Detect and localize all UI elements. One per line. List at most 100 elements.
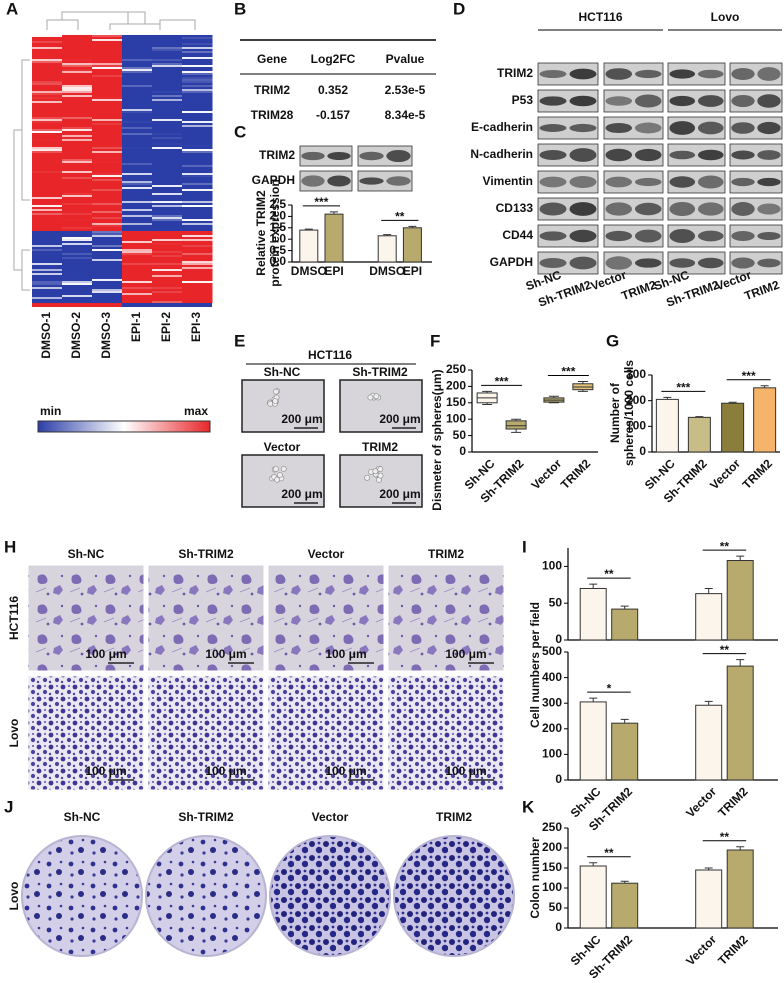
heatmap-cell bbox=[152, 209, 183, 212]
heatmap-cell bbox=[122, 231, 153, 234]
blot-row-label: P53 bbox=[512, 93, 534, 107]
heatmap-cell bbox=[62, 265, 93, 268]
column-label: Sh-TRIM2 bbox=[178, 810, 234, 824]
heatmap-cell bbox=[62, 193, 93, 196]
heatmap-cell bbox=[32, 215, 63, 218]
significance-label: *** bbox=[561, 365, 575, 379]
heatmap-cell bbox=[152, 197, 183, 200]
sample-label: DMSO-1 bbox=[39, 312, 53, 359]
bar bbox=[579, 701, 607, 781]
bar bbox=[695, 593, 723, 641]
heatmap-cell bbox=[122, 227, 153, 230]
heatmap-cell bbox=[182, 49, 213, 52]
blot-band bbox=[669, 150, 696, 160]
heatmap-cell bbox=[122, 133, 153, 136]
heatmap-cell bbox=[32, 283, 63, 286]
heatmap-cell bbox=[152, 175, 183, 178]
heatmap-cell bbox=[182, 71, 213, 74]
heatmap-cell bbox=[32, 137, 63, 140]
heatmap-cell bbox=[62, 291, 93, 294]
heatmap-cell bbox=[152, 277, 183, 280]
heatmap-cell bbox=[62, 117, 93, 120]
heatmap-cell bbox=[182, 129, 213, 132]
heatmap-cell bbox=[182, 261, 213, 264]
scale-bar-label: 100 μm bbox=[85, 764, 126, 778]
heatmap-cell bbox=[152, 255, 183, 258]
heatmap-cell bbox=[152, 269, 183, 272]
heatmap-cell bbox=[62, 51, 93, 54]
heatmap-cell bbox=[62, 87, 93, 90]
heatmap-cell bbox=[32, 71, 63, 74]
y-tick-label: 0 bbox=[555, 920, 562, 934]
heatmap-cell bbox=[62, 247, 93, 250]
y-tick-label: 2.0 bbox=[269, 209, 286, 223]
y-tick-label: 100 bbox=[542, 747, 562, 761]
heatmap-cell bbox=[152, 219, 183, 222]
heatmap-cell bbox=[62, 249, 93, 252]
heatmap-cell bbox=[182, 53, 213, 56]
sphere-cell bbox=[280, 465, 287, 472]
heatmap-cell bbox=[92, 35, 123, 38]
blot-row-label: GAPDH bbox=[252, 173, 295, 187]
blot-band bbox=[757, 94, 781, 108]
heatmap-cell bbox=[122, 119, 153, 122]
column-label: TRIM2 bbox=[428, 547, 464, 561]
heatmap-cell bbox=[152, 263, 183, 266]
heatmap-cell bbox=[182, 95, 213, 98]
heatmap-cell bbox=[62, 49, 93, 52]
heatmap-cell bbox=[92, 45, 123, 48]
heatmap-cell bbox=[122, 235, 153, 238]
heatmap-cell bbox=[182, 35, 213, 38]
heatmap-cell bbox=[152, 117, 183, 120]
heatmap-cell bbox=[152, 57, 183, 60]
blot-band bbox=[301, 151, 325, 161]
significance-label: ** bbox=[720, 539, 730, 553]
blot-band bbox=[731, 202, 755, 216]
heatmap-cell bbox=[122, 69, 153, 72]
heatmap-cell bbox=[32, 269, 63, 272]
heatmap-cell bbox=[122, 197, 153, 200]
heatmap-cell bbox=[122, 209, 153, 212]
heatmap-cell bbox=[152, 281, 183, 284]
error-bar bbox=[736, 555, 745, 561]
heatmap-cell bbox=[32, 121, 63, 124]
heatmap-cell bbox=[152, 147, 183, 150]
panel-label: I bbox=[522, 537, 527, 556]
heatmap-cell bbox=[182, 139, 213, 142]
x-tick-label: TRIM2 bbox=[740, 456, 776, 492]
heatmap-cell bbox=[152, 131, 183, 134]
heatmap-cell bbox=[182, 211, 213, 214]
heatmap-cell bbox=[182, 189, 213, 192]
heatmap-cell bbox=[182, 227, 213, 230]
blot-row-label: TRIM2 bbox=[497, 66, 533, 80]
heatmap-cell bbox=[182, 171, 213, 174]
heatmap-cell bbox=[32, 281, 63, 284]
heatmap-cell bbox=[182, 85, 213, 88]
dish bbox=[393, 835, 515, 957]
heatmap-cell bbox=[152, 137, 183, 140]
blot-row-label: Vimentin bbox=[483, 174, 533, 188]
blot-band bbox=[359, 151, 384, 161]
significance-label: *** bbox=[676, 381, 690, 395]
heatmap-cell bbox=[92, 201, 123, 204]
heatmap-cell bbox=[62, 149, 93, 152]
y-tick-label: 0 bbox=[639, 444, 646, 458]
heatmap-cell bbox=[152, 207, 183, 210]
heatmap-cell bbox=[182, 279, 213, 282]
heatmap-cell bbox=[122, 267, 153, 270]
y-tick-label: 100 bbox=[542, 559, 562, 573]
heatmap-cell bbox=[122, 237, 153, 240]
y-axis-label: protein expression bbox=[268, 179, 282, 286]
heatmap-cell bbox=[152, 243, 183, 246]
heatmap-cell bbox=[62, 271, 93, 274]
blot-band bbox=[539, 124, 567, 132]
heatmap-cell bbox=[152, 193, 183, 196]
heatmap-cell bbox=[122, 151, 153, 154]
heatmap-cell bbox=[92, 123, 123, 126]
heatmap-cell bbox=[62, 137, 93, 140]
heatmap-cell bbox=[182, 99, 213, 102]
heatmap-cell bbox=[182, 109, 213, 112]
heatmap-cell bbox=[182, 201, 213, 204]
heatmap-cell bbox=[182, 177, 213, 180]
heatmap-cell bbox=[182, 67, 213, 70]
